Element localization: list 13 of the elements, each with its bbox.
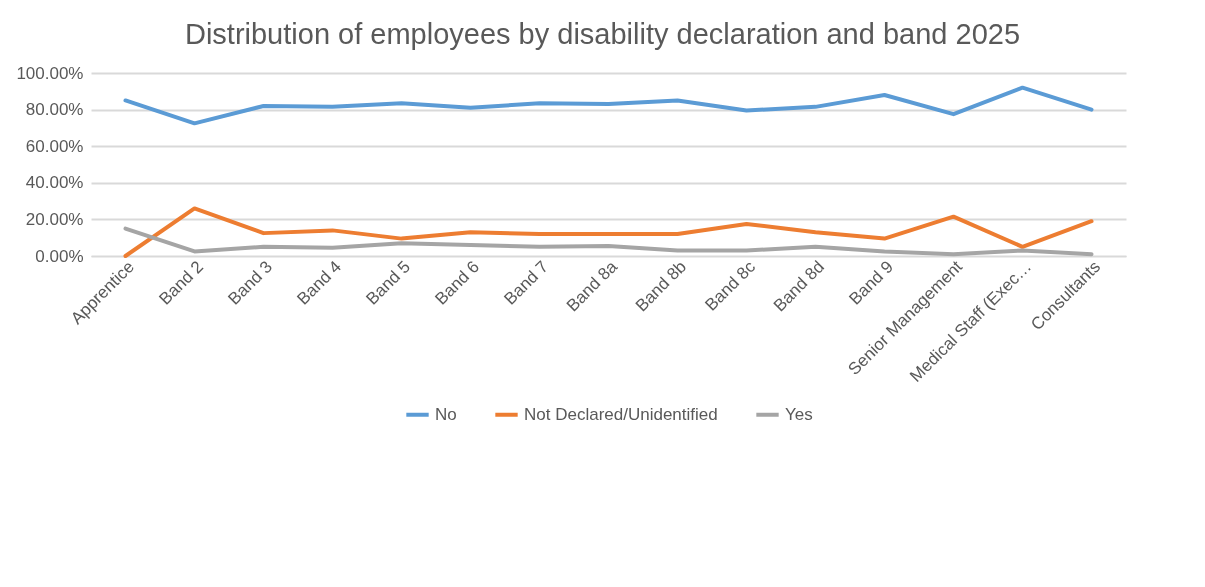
line-series (123, 85, 1094, 126)
y-tick-label: 60.00% (25, 136, 84, 156)
y-tick-label: 80.00% (25, 100, 84, 120)
y-tick-label: 40.00% (25, 173, 84, 193)
y-tick-label: 20.00% (25, 209, 84, 229)
chart-title: Distribution of employees by disability declaration and band 2025 (183, 17, 1022, 52)
y-tick-label: 0.00% (35, 246, 84, 266)
line-series (123, 206, 1094, 258)
legend-label: Not Declared/Unidentified (524, 404, 718, 424)
legend-label: Yes (785, 404, 813, 424)
legend-label: No (435, 404, 457, 424)
y-tick-label: 100.00% (16, 63, 84, 83)
line-series (123, 226, 1094, 257)
